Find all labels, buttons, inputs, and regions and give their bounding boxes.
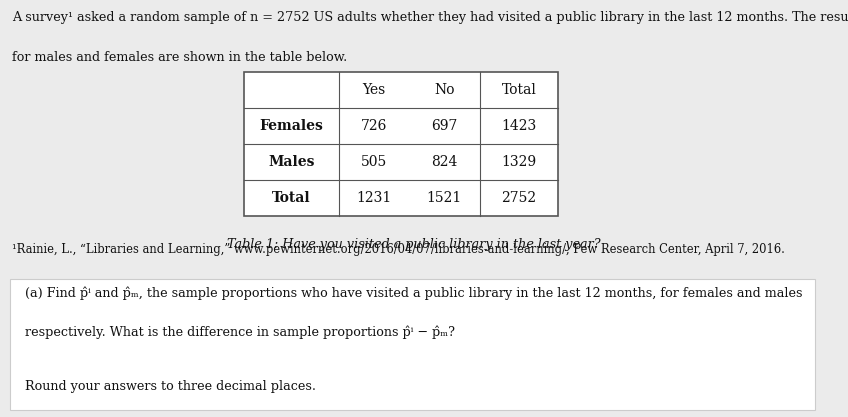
Text: Round your answers to three decimal places.: Round your answers to three decimal plac… — [25, 380, 315, 393]
Text: Table 1: Have you visited a public library in the last year?: Table 1: Have you visited a public libra… — [226, 238, 600, 251]
FancyBboxPatch shape — [10, 279, 815, 409]
Text: 1329: 1329 — [501, 155, 537, 169]
Text: 1521: 1521 — [427, 191, 462, 205]
Text: 505: 505 — [361, 155, 388, 169]
Text: 726: 726 — [361, 119, 388, 133]
Text: ¹Rainie, L., “Libraries and Learning,” www.pewinternet.org/2016/04/07/libraries-: ¹Rainie, L., “Libraries and Learning,” w… — [13, 243, 785, 256]
Text: respectively. What is the difference in sample proportions p̂ⁱ − p̂ₘ?: respectively. What is the difference in … — [25, 325, 455, 339]
Text: Yes: Yes — [362, 83, 386, 97]
Text: 824: 824 — [432, 155, 458, 169]
Text: for males and females are shown in the table below.: for males and females are shown in the t… — [13, 51, 348, 64]
Bar — [244, 72, 558, 216]
Text: 697: 697 — [432, 119, 458, 133]
Text: Males: Males — [268, 155, 315, 169]
Text: 2752: 2752 — [501, 191, 537, 205]
Text: Total: Total — [272, 191, 310, 205]
Text: No: No — [434, 83, 455, 97]
Text: (a) Find p̂ⁱ and p̂ₘ, the sample proportions who have visited a public library i: (a) Find p̂ⁱ and p̂ₘ, the sample proport… — [25, 287, 802, 300]
Text: 1231: 1231 — [356, 191, 392, 205]
Text: A survey¹ asked a random sample of n = 2752 US adults whether they had visited a: A survey¹ asked a random sample of n = 2… — [13, 11, 848, 24]
Text: 1423: 1423 — [501, 119, 537, 133]
Text: Females: Females — [259, 119, 323, 133]
Text: Total: Total — [501, 83, 536, 97]
